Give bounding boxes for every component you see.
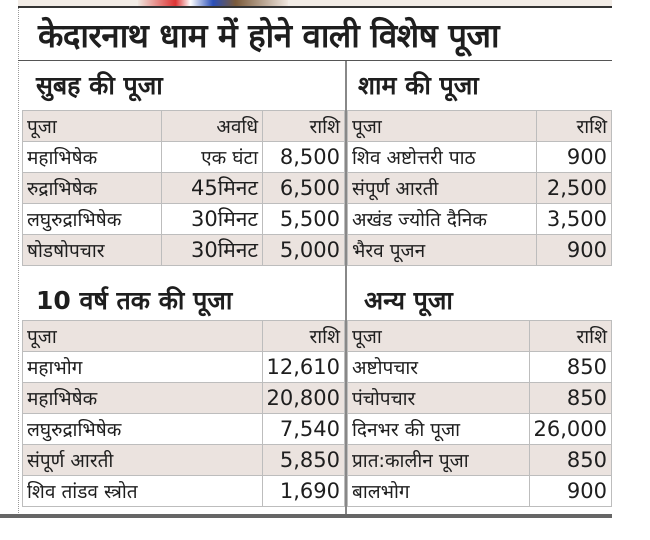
amount: 850: [528, 351, 613, 383]
ten-year-heading: 10 वर्ष तक की पूजा: [36, 286, 233, 315]
amount: 20,800: [261, 382, 346, 414]
top-photo-strip: [18, 0, 612, 6]
puja-name: रुद्राभिषेक: [22, 172, 162, 204]
puja-name: षोडषोपचार: [22, 234, 162, 266]
top-rule: [18, 6, 612, 8]
table-row: अष्टोपचार 850: [347, 351, 613, 383]
col-header: पूजा: [347, 320, 530, 352]
amount: 8,500: [262, 141, 345, 173]
col-header: राशि: [536, 110, 612, 142]
amount: 12,610: [261, 351, 346, 383]
col-header: अवधि: [161, 110, 263, 142]
infographic-frame: [18, 8, 613, 515]
puja-name: महाभिषेक: [22, 382, 263, 414]
table-row: संपूर्ण आरती 5,850: [22, 444, 346, 476]
col-header: राशि: [261, 320, 346, 352]
table-row: रुद्राभिषेक 45मिनट 6,500: [22, 172, 345, 204]
photo-fragment: [138, 0, 288, 6]
puja-name: अष्टोपचार: [347, 351, 530, 383]
amount: 5,850: [261, 444, 346, 476]
puja-name: लघुरुद्राभिषेक: [22, 203, 162, 235]
amount: 900: [528, 475, 613, 507]
duration: एक घंटा: [161, 141, 263, 173]
amount: 26,000: [528, 413, 613, 445]
other-table: पूजा राशि अष्टोपचार 850 पंचोपचार 850 दिन…: [347, 320, 613, 507]
evening-heading: शाम की पूजा: [358, 71, 479, 100]
table-row: शिव अष्टोत्तरी पाठ 900: [347, 141, 612, 173]
puja-name: महाभिषेक: [22, 141, 162, 173]
amount: 900: [536, 234, 612, 266]
table-row: शिव तांडव स्त्रोत 1,690: [22, 475, 346, 507]
amount: 5,500: [262, 203, 345, 235]
evening-table: पूजा राशि शिव अष्टोत्तरी पाठ 900 संपूर्ण…: [347, 110, 612, 266]
duration: 30मिनट: [161, 203, 263, 235]
table-row: संपूर्ण आरती 2,500: [347, 172, 612, 204]
table-header: पूजा राशि: [347, 110, 612, 142]
other-heading: अन्य पूजा: [364, 286, 453, 315]
table-header: पूजा अवधि राशि: [22, 110, 345, 142]
amount: 2,500: [536, 172, 612, 204]
col-header: पूजा: [22, 320, 263, 352]
table-row: अखंड ज्योति दैनिक 3,500: [347, 203, 612, 235]
col-header: राशि: [262, 110, 345, 142]
puja-name: संपूर्ण आरती: [347, 172, 537, 204]
duration: 45मिनट: [161, 172, 263, 204]
puja-name: अखंड ज्योति दैनिक: [347, 203, 537, 235]
title-divider: [18, 60, 612, 61]
morning-heading: सुबह की पूजा: [36, 71, 163, 100]
table-row: षोडषोपचार 30मिनट 5,000: [22, 234, 345, 266]
col-header: पूजा: [22, 110, 162, 142]
table-header: पूजा राशि: [347, 320, 613, 352]
column-divider: [345, 61, 347, 515]
table-row: लघुरुद्राभिषेक 30मिनट 5,500: [22, 203, 345, 235]
table-row: दिनभर की पूजा 26,000: [347, 413, 613, 445]
amount: 7,540: [261, 413, 346, 445]
puja-name: बालभोग: [347, 475, 530, 507]
table-row: प्रात:कालीन पूजा 850: [347, 444, 613, 476]
table-row: महाभिषेक एक घंटा 8,500: [22, 141, 345, 173]
puja-name: शिव तांडव स्त्रोत: [22, 475, 263, 507]
puja-name: लघुरुद्राभिषेक: [22, 413, 263, 445]
table-row: महाभिषेक 20,800: [22, 382, 346, 414]
puja-name: शिव अष्टोत्तरी पाठ: [347, 141, 537, 173]
table-row: भैरव पूजन 900: [347, 234, 612, 266]
puja-name: पंचोपचार: [347, 382, 530, 414]
amount: 900: [536, 141, 612, 173]
table-row: बालभोग 900: [347, 475, 613, 507]
duration: 30मिनट: [161, 234, 263, 266]
puja-name: संपूर्ण आरती: [22, 444, 263, 476]
table-header: पूजा राशि: [22, 320, 346, 352]
morning-table: पूजा अवधि राशि महाभिषेक एक घंटा 8,500 रु…: [22, 110, 345, 266]
col-header: राशि: [528, 320, 613, 352]
puja-name: भैरव पूजन: [347, 234, 537, 266]
ten-year-table: पूजा राशि महाभोग 12,610 महाभिषेक 20,800 …: [22, 320, 346, 507]
amount: 3,500: [536, 203, 612, 235]
puja-name: दिनभर की पूजा: [347, 413, 530, 445]
amount: 850: [528, 382, 613, 414]
amount: 1,690: [261, 475, 346, 507]
amount: 6,500: [262, 172, 345, 204]
table-row: महाभोग 12,610: [22, 351, 346, 383]
amount: 5,000: [262, 234, 345, 266]
page-title: केदारनाथ धाम में होने वाली विशेष पूजा: [38, 16, 500, 55]
table-row: लघुरुद्राभिषेक 7,540: [22, 413, 346, 445]
puja-name: महाभोग: [22, 351, 263, 383]
col-header: पूजा: [347, 110, 537, 142]
amount: 850: [528, 444, 613, 476]
puja-name: प्रात:कालीन पूजा: [347, 444, 530, 476]
table-row: पंचोपचार 850: [347, 382, 613, 414]
bottom-rule: [0, 514, 612, 518]
